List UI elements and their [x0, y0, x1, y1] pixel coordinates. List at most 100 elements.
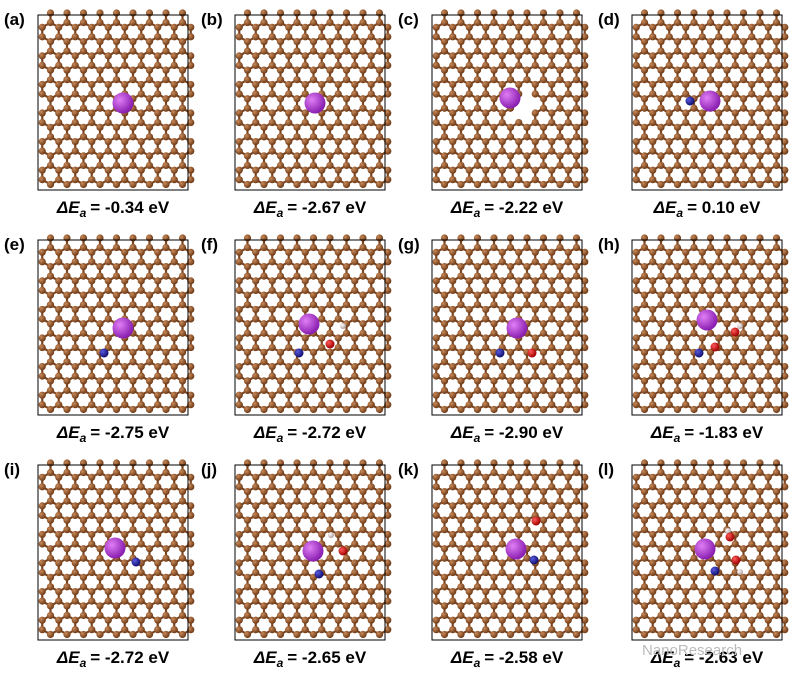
carbon-atom — [441, 244, 448, 251]
carbon-atom — [641, 19, 648, 26]
carbon-atom — [565, 90, 572, 97]
carbon-atom — [715, 287, 722, 294]
carbon-atom — [482, 148, 489, 155]
carbon-atom — [244, 124, 251, 131]
carbon-atom — [765, 344, 772, 351]
carbon-atom — [335, 392, 342, 399]
carbon-atom — [129, 469, 136, 476]
carbon-atom — [773, 38, 780, 45]
energy-label: ΔEa= -1.83 eV — [650, 423, 764, 445]
carbon-atom — [715, 306, 722, 313]
carbon-atom — [532, 287, 539, 294]
carbon-atom — [641, 162, 648, 169]
carbon-atom — [723, 162, 730, 169]
carbon-atom — [666, 90, 673, 97]
energy-value: = -2.67 eV — [287, 198, 367, 217]
carbon-atom — [368, 258, 375, 265]
carbon-atom — [765, 373, 772, 380]
carbon-atom — [565, 33, 572, 40]
carbon-atom — [113, 162, 120, 169]
carbon-atom — [39, 334, 46, 341]
carbon-atom — [441, 152, 448, 159]
carbon-atom — [449, 52, 456, 59]
carbon-atom — [154, 52, 161, 59]
carbon-atom — [523, 292, 530, 299]
carbon-atom — [433, 33, 440, 40]
carbon-atom — [113, 19, 120, 26]
carbon-atom — [641, 181, 648, 188]
carbon-atom — [633, 109, 640, 116]
carbon-atom — [499, 401, 506, 408]
carbon-atom — [351, 373, 358, 380]
carbon-atom — [105, 167, 112, 174]
carbon-atom — [351, 119, 358, 126]
carbon-atom — [302, 167, 309, 174]
carbon-atom — [649, 334, 656, 341]
carbon-atom — [457, 95, 464, 102]
carbon-atom — [88, 277, 95, 284]
carbon-atom — [748, 287, 755, 294]
carbon-atom — [641, 292, 648, 299]
carbon-atom — [244, 133, 251, 140]
carbon-atom — [499, 109, 506, 116]
carbon-atom — [318, 167, 325, 174]
carbon-atom — [88, 344, 95, 351]
carbon-atom — [449, 344, 456, 351]
panel: (a)ΔEa= -0.34 eV — [4, 9, 194, 220]
carbon-atom — [773, 133, 780, 140]
carbon-atom — [138, 334, 145, 341]
carbon-atom — [171, 148, 178, 155]
carbon-atom — [523, 301, 530, 308]
carbon-atom — [368, 401, 375, 408]
carbon-atom — [565, 119, 572, 126]
carbon-atom — [449, 334, 456, 341]
carbon-atom — [146, 19, 153, 26]
carbon-atom — [343, 124, 350, 131]
carbon-atom — [244, 95, 251, 102]
carbon-atom — [633, 249, 640, 256]
carbon-atom — [666, 315, 673, 322]
carbon-atom — [490, 9, 497, 16]
carbon-atom — [715, 148, 722, 155]
carbon-atom — [252, 401, 259, 408]
carbon-atom — [740, 234, 747, 241]
carbon-atom — [162, 377, 169, 384]
carbon-atom — [293, 301, 300, 308]
carbon-atom — [138, 138, 145, 145]
carbon-atom — [540, 105, 547, 112]
carbon-atom — [63, 387, 70, 394]
carbon-atom — [171, 81, 178, 88]
carbon-atom — [285, 138, 292, 145]
carbon-atom — [277, 95, 284, 102]
carbon-atom — [540, 387, 547, 394]
hydrogen-atom — [737, 323, 743, 329]
carbon-atom — [565, 81, 572, 88]
carbon-atom — [556, 38, 563, 45]
carbon-atom — [690, 273, 697, 280]
carbon-atom — [96, 152, 103, 159]
carbon-atom — [121, 81, 128, 88]
carbon-atom — [260, 358, 267, 365]
carbon-atom — [515, 392, 522, 399]
carbon-atom — [326, 349, 333, 356]
carbon-atom — [773, 181, 780, 188]
carbon-atom — [138, 81, 145, 88]
carbon-atom — [179, 377, 186, 384]
carbon-atom — [162, 320, 169, 327]
carbon-atom — [649, 81, 656, 88]
carbon-atom — [457, 38, 464, 45]
carbon-atom — [113, 67, 120, 74]
carbon-atom — [633, 81, 640, 88]
carbon-atom — [507, 124, 514, 131]
carbon-atom — [556, 406, 563, 413]
carbon-atom — [326, 273, 333, 280]
carbon-atom — [523, 234, 530, 241]
carbon-atom — [732, 148, 739, 155]
carbon-atom — [55, 474, 62, 481]
carbon-atom — [740, 330, 747, 337]
carbon-atom — [449, 90, 456, 97]
carbon-atom — [548, 401, 555, 408]
carbon-atom — [457, 330, 464, 337]
carbon-atom — [540, 406, 547, 413]
carbon-atom — [507, 263, 514, 270]
